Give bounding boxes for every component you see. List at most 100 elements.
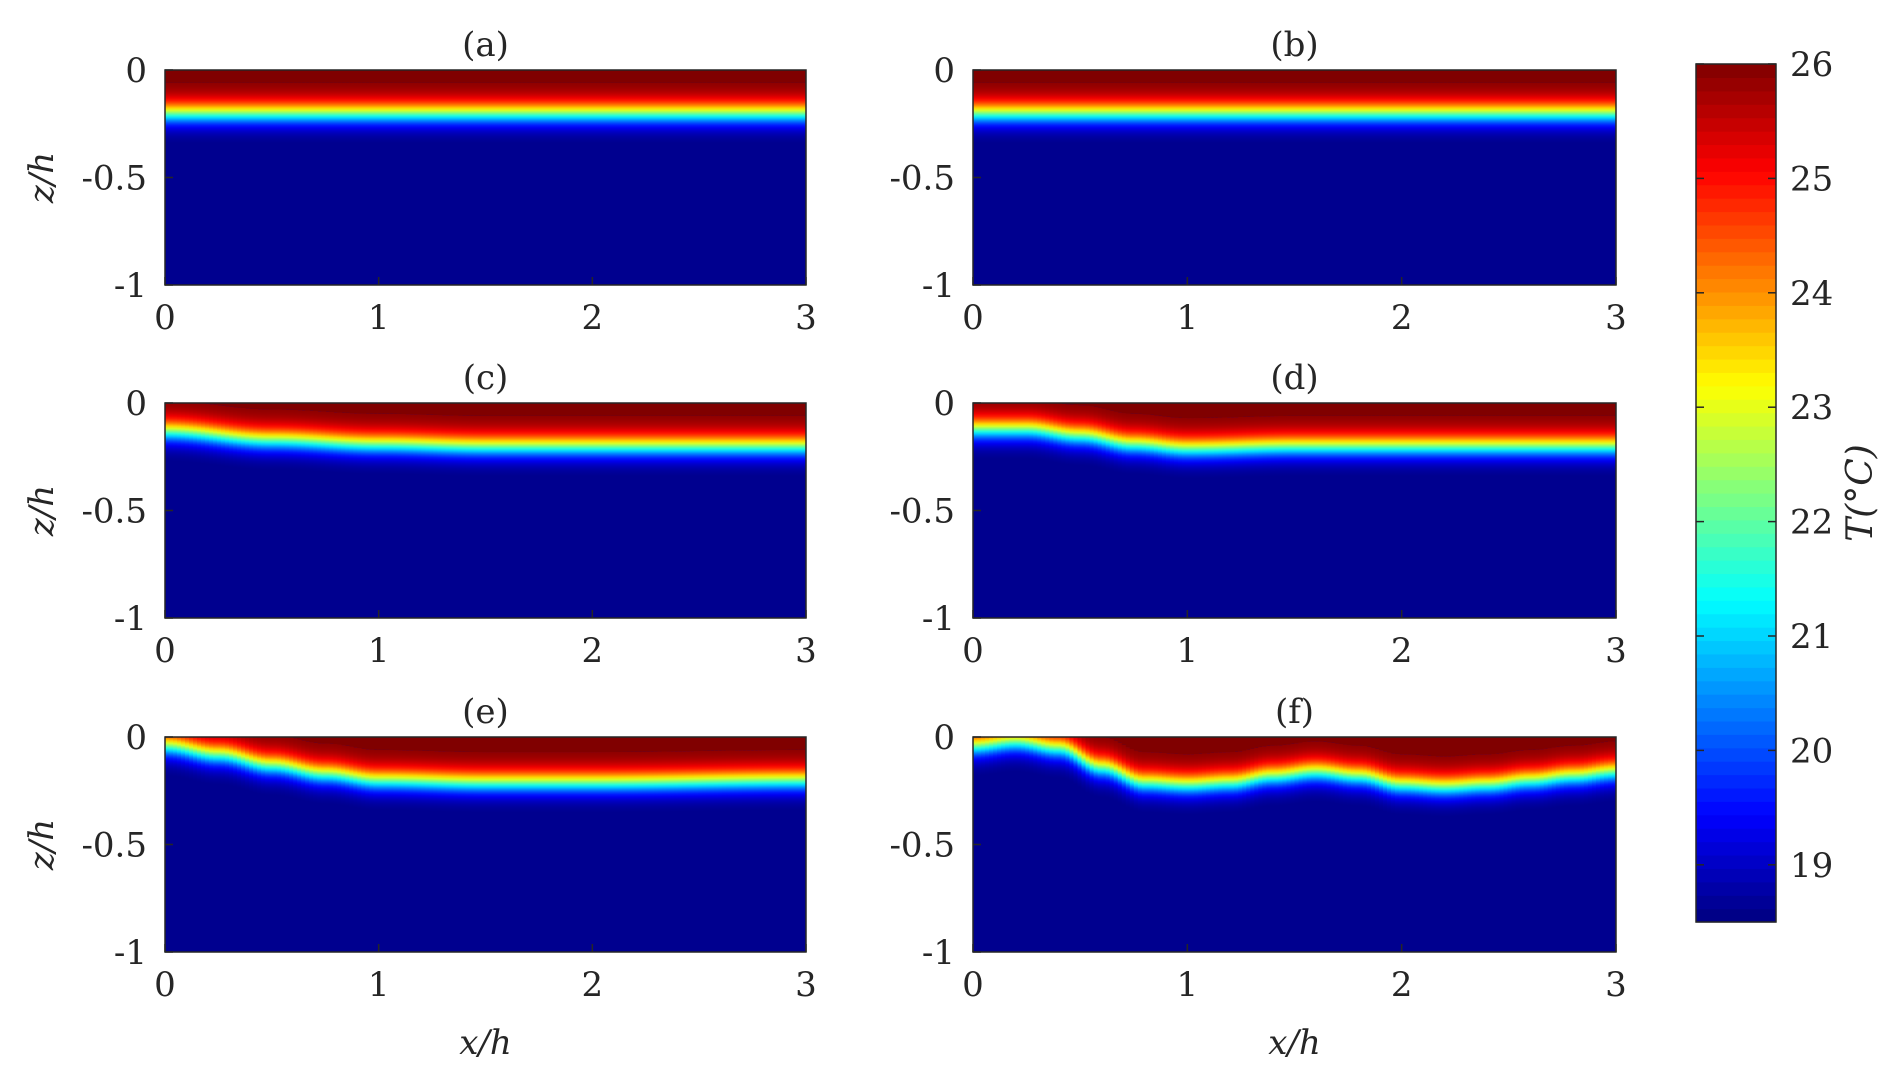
warm-strip — [1415, 70, 1420, 83]
warm-strip — [361, 70, 367, 83]
thermocline-strip — [1125, 413, 1131, 474]
colorbar-swatch — [1696, 399, 1776, 414]
warm-strip — [1350, 737, 1356, 746]
warm-strip — [1218, 403, 1223, 418]
thermocline-strip — [1338, 743, 1344, 805]
warm-strip — [693, 403, 699, 416]
warm-strip — [773, 70, 779, 83]
warm-strip — [1161, 403, 1167, 417]
warm-strip — [1061, 70, 1067, 83]
warm-strip — [609, 403, 615, 416]
thermocline-strip — [1274, 745, 1280, 806]
colorbar-swatch — [1696, 238, 1776, 253]
thermocline-strip — [1250, 416, 1256, 477]
thermocline-strip — [425, 414, 431, 475]
x-tick-label: 1 — [368, 965, 390, 1005]
warm-strip — [1362, 737, 1368, 747]
thermocline-strip — [757, 82, 763, 144]
thermocline-strip — [501, 415, 507, 477]
warm-strip — [417, 70, 423, 83]
thermocline-strip — [1009, 403, 1014, 459]
warm-strip — [1350, 70, 1356, 83]
warm-strip — [1346, 70, 1352, 83]
colorbar-swatch — [1696, 774, 1776, 789]
warm-strip — [529, 70, 535, 83]
thermocline-strip — [201, 403, 206, 464]
thermocline-strip — [797, 82, 803, 144]
warm-strip — [1511, 403, 1517, 416]
thermocline-strip — [1206, 753, 1211, 814]
thermocline-strip — [1194, 82, 1199, 144]
thermocline-strip — [637, 751, 643, 812]
warm-strip — [1185, 70, 1191, 83]
warm-strip — [1587, 737, 1593, 745]
warm-strip — [501, 403, 507, 416]
warm-strip — [481, 403, 487, 416]
thermocline-strip — [1511, 82, 1517, 144]
thermocline-strip — [653, 82, 659, 144]
thermocline-strip — [1125, 747, 1131, 808]
warm-strip — [1523, 403, 1529, 416]
warm-strip — [657, 70, 663, 83]
warm-strip — [645, 737, 651, 752]
thermocline-strip — [517, 415, 523, 477]
thermocline-strip — [217, 737, 222, 785]
warm-strip — [653, 403, 659, 416]
warm-strip — [289, 70, 294, 83]
thermocline-strip — [1495, 415, 1501, 477]
thermocline-strip — [1081, 737, 1087, 790]
y-tick-label: 0 — [125, 384, 147, 424]
warm-strip — [1254, 70, 1260, 83]
warm-strip — [289, 403, 294, 410]
warm-strip — [233, 403, 238, 408]
thermocline-strip — [617, 415, 623, 477]
warm-strip — [1013, 70, 1019, 83]
warm-strip — [737, 737, 743, 751]
warm-strip — [1411, 403, 1416, 416]
thermocline-strip — [1366, 82, 1372, 144]
colorbar-swatch — [1696, 600, 1776, 615]
warm-strip — [581, 737, 587, 753]
warm-strip — [1455, 403, 1461, 416]
x-tick-label: 2 — [582, 631, 604, 671]
thermocline-strip — [1013, 737, 1019, 772]
warm-strip — [1559, 70, 1565, 83]
thermocline-strip — [769, 82, 775, 144]
x-tick-label: 3 — [1605, 298, 1627, 338]
thermocline-strip — [773, 750, 779, 811]
warm-strip — [1475, 737, 1481, 755]
warm-strip — [657, 403, 663, 416]
thermocline-strip — [1611, 415, 1616, 477]
thermocline-strip — [389, 413, 395, 475]
warm-strip — [393, 403, 399, 414]
thermocline-strip — [1595, 415, 1601, 477]
colorbar-tick-label: 26 — [1790, 45, 1833, 85]
thermocline-strip — [657, 751, 663, 812]
warm-strip — [701, 70, 707, 83]
panel-title: (a) — [462, 25, 509, 65]
warm-strip — [357, 737, 363, 749]
warm-strip — [385, 737, 391, 750]
thermocline-strip — [1427, 82, 1432, 144]
warm-strip — [1153, 737, 1159, 753]
thermocline-strip — [1543, 748, 1549, 809]
thermocline-strip — [1382, 751, 1388, 812]
thermocline-strip — [1435, 756, 1440, 817]
warm-strip — [725, 403, 731, 416]
thermocline-strip — [737, 82, 743, 144]
warm-strip — [497, 737, 503, 753]
warm-strip — [709, 737, 715, 751]
thermocline-strip — [1595, 82, 1601, 144]
warm-strip — [1294, 737, 1300, 744]
thermocline-strip — [793, 749, 799, 811]
colorbar-swatch — [1696, 345, 1776, 360]
warm-strip — [997, 70, 1002, 83]
thermocline-strip — [721, 82, 727, 144]
thermocline-strip — [177, 737, 182, 778]
thermocline-strip — [1065, 404, 1071, 465]
thermocline-strip — [445, 751, 451, 812]
warm-strip — [529, 403, 535, 416]
colorbar-swatch — [1696, 573, 1776, 588]
warm-strip — [761, 737, 767, 751]
warm-strip — [569, 737, 575, 753]
